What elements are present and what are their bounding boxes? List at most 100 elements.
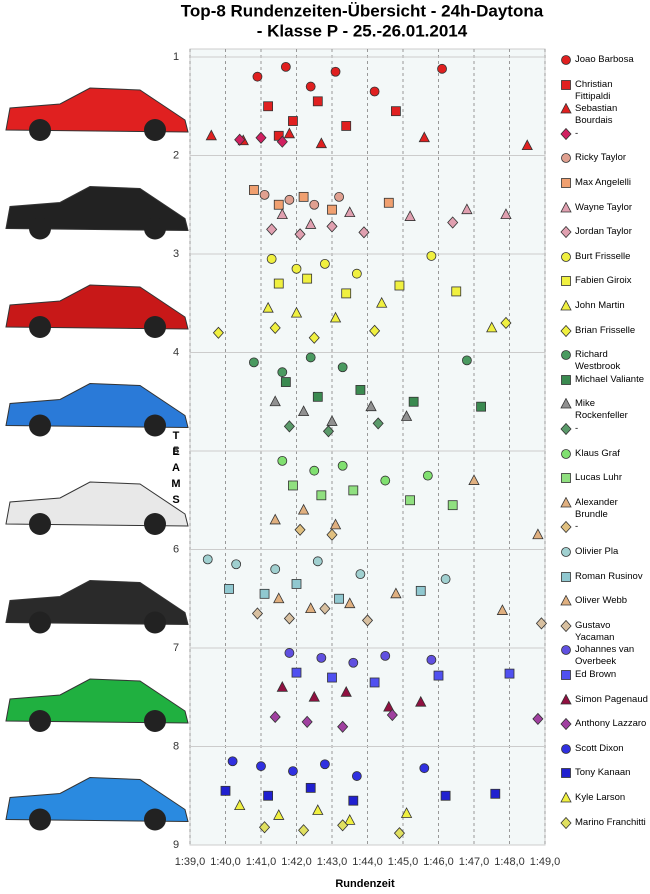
point (447, 216, 459, 229)
car-wheel (144, 119, 166, 141)
point (337, 460, 348, 471)
legend-marker (561, 743, 571, 754)
x-tick-label: 1:49,0 (530, 856, 561, 868)
point (255, 131, 267, 144)
point (273, 278, 284, 289)
legend-label: Anthony Lazzaro (575, 718, 647, 730)
point (288, 480, 298, 491)
point (476, 401, 487, 412)
point (383, 700, 395, 712)
point (276, 135, 288, 148)
point (326, 528, 338, 541)
legend-marker (561, 251, 571, 262)
legend-marker (560, 226, 572, 239)
point (220, 785, 231, 796)
legend-marker (561, 350, 571, 361)
point (319, 759, 330, 770)
legend-entry: Lucas Luhr (560, 472, 648, 484)
legend-symbol (561, 645, 571, 656)
legend-symbol (561, 79, 571, 90)
point (259, 189, 270, 200)
car-image (5, 678, 189, 732)
legend-symbol (560, 816, 572, 829)
point (405, 495, 416, 506)
point (266, 254, 277, 264)
point (308, 690, 320, 702)
point (234, 799, 246, 810)
car-image (5, 776, 189, 831)
point (330, 66, 341, 77)
point (400, 410, 413, 421)
point (251, 607, 263, 620)
point (334, 191, 345, 202)
point (535, 617, 547, 630)
point (312, 96, 323, 107)
point (298, 824, 310, 837)
y-tick-label: 5 (173, 445, 179, 457)
legend-entry: Burt Frisselle (560, 251, 648, 263)
car-body (5, 284, 189, 330)
point (361, 614, 374, 627)
legend-label: Christian Fittipaldi (575, 78, 613, 102)
legend-marker (561, 547, 571, 557)
legend-marker (560, 816, 572, 829)
legend-label: Kyle Larson (575, 792, 626, 803)
legend-marker (561, 79, 571, 90)
legend-entry: Alexander Brundle (560, 496, 648, 521)
point (329, 518, 342, 530)
point (298, 191, 309, 202)
point (334, 593, 345, 604)
legend-marker (560, 423, 572, 435)
legend-label: Ricky Taylor (575, 152, 627, 164)
point (337, 720, 349, 733)
legend-marker (560, 103, 572, 114)
car-wheel (144, 217, 166, 240)
point (380, 475, 391, 486)
car-body (5, 678, 189, 724)
legend-label: Tony Kanaan (575, 767, 631, 779)
point (305, 352, 316, 363)
point (344, 814, 356, 825)
legend-label: Burt Frisselle (575, 250, 631, 262)
legend-entry: Gustavo Yacaman (560, 619, 648, 644)
point (262, 301, 274, 313)
point (266, 223, 278, 236)
point (284, 648, 295, 658)
point (252, 71, 263, 82)
legend-marker (560, 398, 572, 409)
point (280, 61, 291, 72)
legend-symbol (561, 743, 571, 754)
point (302, 273, 313, 284)
y-tick-label: 3 (173, 248, 179, 260)
legend-label: Brian Frisselle (575, 324, 636, 336)
car-wheel (144, 710, 166, 732)
legend-entry: Michael Valiante (560, 374, 648, 386)
point (305, 602, 317, 613)
legend-label: Jordan Taylor (575, 226, 632, 238)
car-wheel (29, 710, 51, 732)
legend-marker (560, 718, 572, 731)
legend-entry: Ricky Taylor (560, 152, 648, 164)
point (532, 712, 544, 726)
car-body (5, 776, 189, 823)
legend-entry: Fabien Giroix (560, 275, 648, 287)
point (390, 587, 402, 599)
legend-symbol (560, 103, 572, 114)
car-body (5, 185, 189, 232)
point (277, 455, 288, 466)
legend-label: Fabien Giroix (575, 275, 632, 287)
legend-symbol (560, 226, 572, 239)
legend-symbol (561, 350, 571, 361)
legend-entry: Marino Franchitti (560, 816, 648, 829)
legend-entry: - (560, 423, 648, 435)
legend-symbol (561, 547, 571, 557)
legend-marker (560, 619, 572, 632)
legend-symbol (561, 153, 571, 164)
x-axis-label: Rundenzeit (335, 878, 395, 890)
point (212, 326, 224, 339)
point (383, 197, 394, 208)
point (437, 63, 447, 74)
point (461, 203, 473, 215)
point (490, 788, 501, 799)
point (504, 668, 515, 679)
